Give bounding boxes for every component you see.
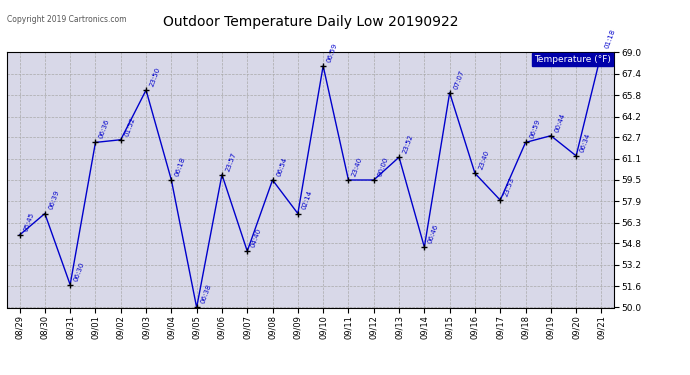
- Text: Copyright 2019 Cartronics.com: Copyright 2019 Cartronics.com: [7, 15, 126, 24]
- Text: 06:39: 06:39: [48, 190, 60, 211]
- Text: 00:44: 00:44: [553, 112, 566, 133]
- Text: 23:57: 23:57: [225, 151, 237, 172]
- Text: 06:34: 06:34: [579, 132, 591, 153]
- Text: 23:50: 23:50: [149, 66, 161, 87]
- Text: 02:14: 02:14: [301, 190, 313, 211]
- Text: 01:18: 01:18: [604, 28, 617, 50]
- Text: 05:45: 05:45: [22, 211, 34, 232]
- Text: 00:00: 00:00: [377, 156, 389, 177]
- Text: 23:52: 23:52: [402, 134, 414, 154]
- Text: 06:36: 06:36: [98, 118, 111, 140]
- Text: 06:54: 06:54: [275, 156, 288, 177]
- Text: 04:40: 04:40: [250, 227, 263, 248]
- Text: 23:40: 23:40: [477, 150, 491, 171]
- Text: Temperature (°F): Temperature (°F): [534, 55, 611, 64]
- Text: 23:40: 23:40: [351, 156, 364, 177]
- Text: 06:18: 06:18: [174, 156, 187, 177]
- Text: 06:38: 06:38: [199, 284, 212, 305]
- Text: 06:59: 06:59: [529, 118, 541, 140]
- Text: 07:07: 07:07: [453, 69, 465, 90]
- Text: 01:52: 01:52: [124, 116, 136, 137]
- Text: 23:53: 23:53: [503, 176, 515, 197]
- Text: Outdoor Temperature Daily Low 20190922: Outdoor Temperature Daily Low 20190922: [163, 15, 458, 29]
- Text: 06:59: 06:59: [326, 42, 339, 63]
- Text: 06:30: 06:30: [73, 261, 86, 282]
- Text: 06:46: 06:46: [427, 223, 440, 245]
